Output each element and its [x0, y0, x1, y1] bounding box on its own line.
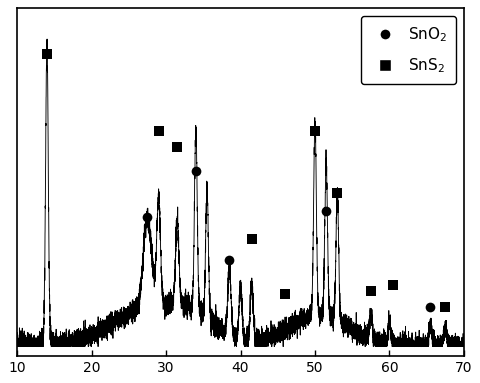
Legend: SnO$_2$, SnS$_2$: SnO$_2$, SnS$_2$	[360, 16, 456, 84]
